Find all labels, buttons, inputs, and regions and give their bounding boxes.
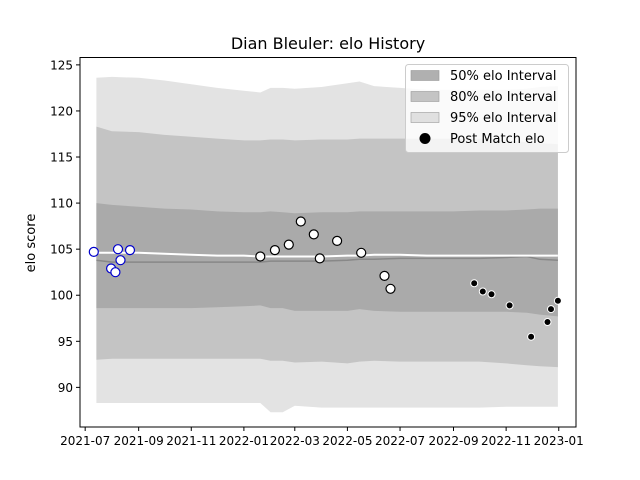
- y-tick-label: 115: [50, 151, 73, 165]
- data-point: [543, 318, 552, 326]
- x-axis: 2021-07 2021-09 2021-11 2022-01 2022-03 2022-…: [60, 427, 584, 448]
- chart-title: Dian Bleuler: elo History: [231, 34, 425, 53]
- data-point: [88, 246, 99, 257]
- data-point: [547, 305, 555, 314]
- band-50: [96, 203, 558, 317]
- data-point: [379, 270, 390, 281]
- legend-marker: [419, 133, 431, 144]
- x-tick-label: 2021-07: [60, 434, 110, 448]
- legend-swatch: [410, 112, 440, 123]
- data-point: [470, 279, 479, 288]
- y-tick-label: 110: [50, 197, 73, 211]
- plot-frame: [79, 57, 577, 428]
- x-tick-label: 2021-11: [166, 434, 216, 448]
- data-point: [527, 332, 536, 341]
- data-point: [505, 301, 514, 310]
- x-tick-label: 2022-07: [375, 434, 425, 448]
- x-tick-label: 2022-05: [322, 434, 372, 448]
- data-point: [112, 244, 124, 255]
- y-tick-label: 120: [50, 104, 73, 118]
- legend-label: Post Match elo: [450, 132, 545, 147]
- data-point: [385, 283, 396, 294]
- data-point: [115, 255, 126, 266]
- y-tick-label: 125: [50, 58, 73, 72]
- data-point: [308, 229, 319, 240]
- y-tick-label: 100: [50, 289, 73, 303]
- plot-area: [88, 76, 562, 413]
- data-point: [478, 287, 487, 296]
- legend-label: 50% elo Interval: [450, 69, 557, 84]
- data-point: [487, 290, 496, 299]
- data-point: [269, 245, 280, 256]
- x-tick-label: 2022-03: [270, 434, 320, 448]
- data-point: [553, 296, 562, 305]
- x-tick-label: 2022-01: [219, 434, 269, 448]
- x-tick-label: 2021-09: [114, 434, 164, 448]
- data-point: [332, 235, 343, 246]
- legend-box: [405, 64, 569, 153]
- x-tick-label: 2022-11: [481, 434, 531, 448]
- data-point: [124, 245, 136, 256]
- data-point: [283, 239, 294, 250]
- data-point: [314, 253, 325, 264]
- legend-swatch: [410, 70, 440, 81]
- legend-label: 95% elo Interval: [450, 111, 557, 126]
- x-tick-label: 2022-09: [428, 434, 478, 448]
- legend: 50% elo Interval 80% elo Interval 95% elo …: [405, 64, 569, 153]
- y-axis-label: elo score: [24, 214, 39, 273]
- legend-label: 80% elo Interval: [450, 90, 557, 105]
- data-point: [295, 216, 306, 227]
- data-point: [356, 247, 367, 258]
- legend-swatch: [410, 91, 440, 102]
- y-axis: 90 95 100 105 110 115 120 125: [50, 58, 80, 395]
- data-point: [110, 267, 121, 278]
- data-point: [255, 251, 266, 262]
- y-tick-label: 90: [58, 381, 73, 395]
- y-tick-label: 105: [50, 243, 73, 257]
- y-tick-label: 95: [58, 335, 73, 349]
- x-tick-label: 2023-01: [534, 434, 584, 448]
